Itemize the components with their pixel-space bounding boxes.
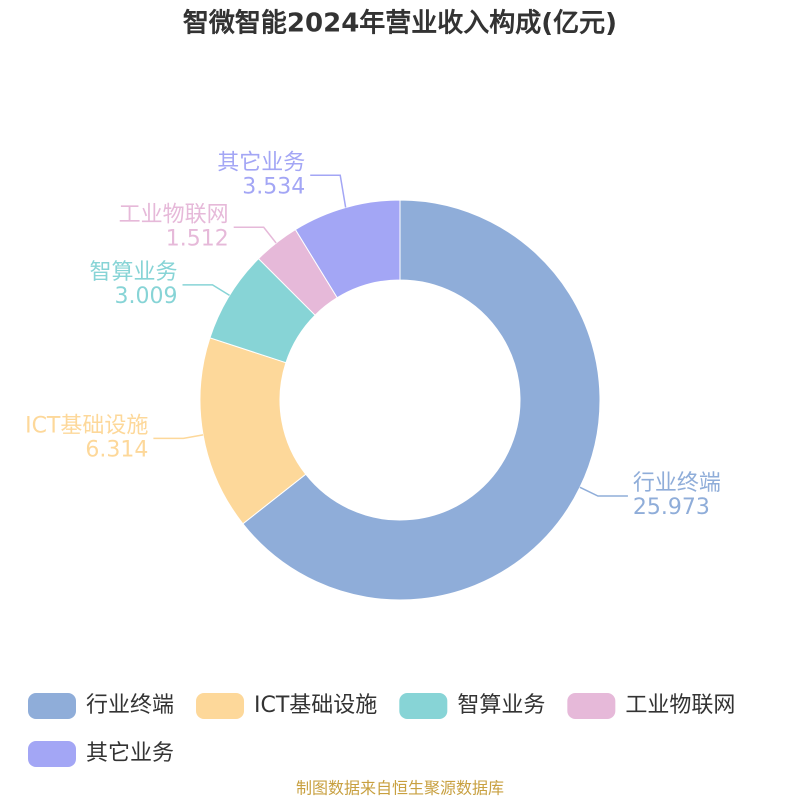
slice-label: ICT基础设施 bbox=[25, 413, 148, 438]
slice-value: 6.314 bbox=[85, 437, 148, 462]
legend-label: 行业终端 bbox=[86, 693, 174, 718]
slice-label: 工业物联网 bbox=[119, 202, 229, 227]
legend-label: 智算业务 bbox=[457, 693, 545, 718]
leader-line bbox=[310, 174, 347, 208]
pie-slice bbox=[294, 199, 401, 299]
chart-title: 智微智能2024年营业收入构成(亿元) bbox=[183, 8, 617, 39]
leader-line bbox=[233, 226, 277, 244]
source-note: 制图数据来自恒生聚源数据库 bbox=[296, 779, 504, 798]
legend-swatch bbox=[28, 693, 76, 719]
slice-label: 智算业务 bbox=[89, 260, 177, 285]
leader-line bbox=[182, 284, 230, 297]
legend-swatch bbox=[567, 693, 616, 719]
legend-swatch bbox=[28, 741, 76, 767]
slice-value: 3.534 bbox=[242, 174, 305, 199]
legend-label: 其它业务 bbox=[86, 741, 174, 766]
legend-label: ICT基础设施 bbox=[254, 693, 377, 718]
legend-swatch bbox=[399, 693, 448, 719]
leader-line bbox=[579, 486, 628, 497]
legend-label: 工业物联网 bbox=[625, 693, 735, 718]
slice-value: 1.512 bbox=[166, 226, 229, 251]
slice-value: 3.009 bbox=[115, 284, 178, 309]
slice-label: 其它业务 bbox=[217, 150, 305, 175]
leader-line bbox=[153, 434, 204, 440]
legend-swatch bbox=[196, 693, 245, 719]
slice-label: 行业终端 bbox=[633, 471, 721, 496]
pie-slice bbox=[242, 199, 601, 601]
slice-value: 25.973 bbox=[633, 495, 710, 520]
